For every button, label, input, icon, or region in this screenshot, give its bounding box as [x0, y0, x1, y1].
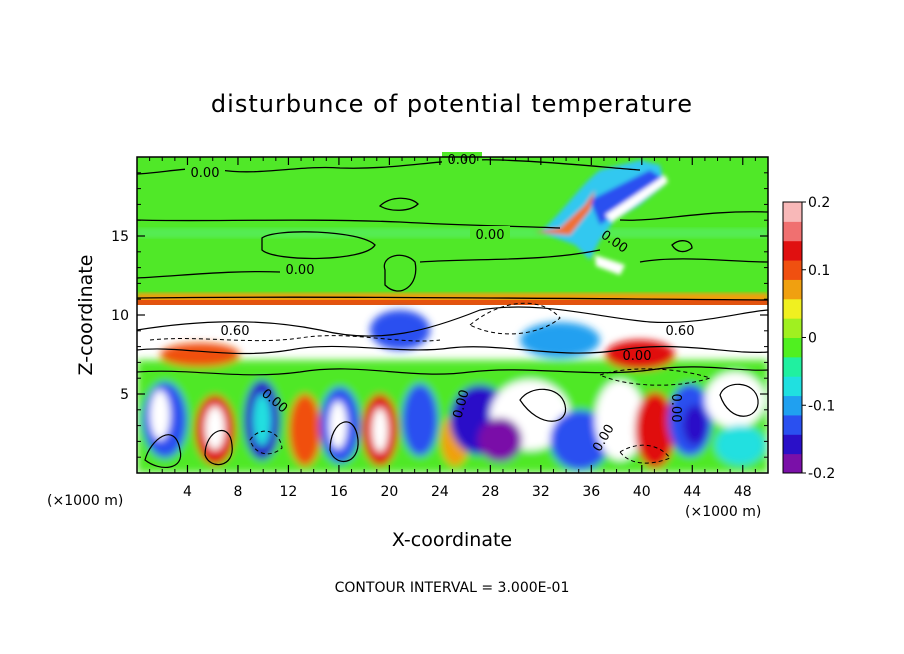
contour-label: 0.00	[451, 388, 473, 420]
x-tick-label: 12	[280, 484, 298, 500]
colorbar-swatch	[783, 434, 802, 455]
x-tick-label: 36	[582, 484, 600, 500]
colorbar-swatch	[783, 414, 802, 435]
colorbar-swatch	[783, 279, 802, 300]
contour-label: 0.60	[666, 324, 695, 339]
contour-label: 0.00	[448, 153, 477, 168]
y-tick-label: 15	[111, 229, 129, 245]
x-tick-label: 40	[633, 484, 651, 500]
colorbar	[782, 201, 803, 474]
contour-label: 0.00	[286, 263, 315, 278]
contour-label: 0.00	[191, 166, 220, 181]
contour-interval-note: CONTOUR INTERVAL = 3.000E-01	[335, 580, 570, 596]
colorbar-swatch	[783, 221, 802, 242]
colorbar-tick-label: 0.2	[808, 195, 830, 211]
lower-field	[137, 302, 768, 473]
colorbar-tick-label: 0	[808, 331, 817, 347]
x-tick-label: 28	[481, 484, 499, 500]
colorbar-tick-label: -0.1	[808, 398, 835, 414]
x-tick-label: 20	[380, 484, 398, 500]
contour-label: 0.60	[221, 324, 250, 339]
x-tick-label: 8	[233, 484, 242, 500]
colorbar-tick-label: 0.1	[808, 263, 830, 279]
colorbar-swatch	[783, 298, 802, 319]
x-tick-label: 4	[183, 484, 192, 500]
x-tick-label: 24	[431, 484, 449, 500]
colorbar-swatch	[783, 337, 802, 358]
x-tick-label: 44	[683, 484, 701, 500]
colorbar-swatch	[783, 356, 802, 377]
x-axis-label: X-coordinate	[392, 529, 512, 551]
contour-label: 0.00	[476, 228, 505, 243]
x-tick-label: 32	[532, 484, 550, 500]
y-axis: 5 10 15	[111, 172, 768, 458]
plot-area	[137, 157, 768, 473]
colorbar-swatch	[783, 395, 802, 416]
chart-title: disturbunce of potential temperature	[211, 90, 693, 118]
x-unit-right: (×1000 m)	[685, 504, 761, 520]
colorbar-swatch	[783, 453, 802, 474]
colorbar-swatch	[783, 202, 802, 222]
colorbar-swatch	[783, 376, 802, 397]
contour-label: 0.00	[668, 394, 683, 423]
y-tick-label: 10	[111, 308, 129, 324]
colorbar-tick-label: -0.2	[808, 466, 835, 482]
contour-labels: 0.00 0.00 0.00 0.00 0.00 0.60 0.60 0.00 …	[185, 152, 694, 455]
colorbar-swatch	[783, 260, 802, 280]
x-tick-label: 48	[734, 484, 752, 500]
contour-label: 0.00	[623, 349, 652, 364]
x-unit-left: (×1000 m)	[47, 493, 123, 509]
y-axis-label: Z-coordinate	[75, 255, 97, 376]
colorbar-labels: 0.2 0.1 0 -0.1 -0.2	[802, 195, 835, 482]
y-tick-label: 5	[120, 387, 129, 403]
x-tick-label: 16	[330, 484, 348, 500]
upper-plume	[535, 160, 668, 275]
colorbar-swatch	[783, 318, 802, 338]
colorbar-swatch	[783, 240, 802, 261]
x-axis: 4 8 12 16 20 24 28 32 36 40 44 48	[149, 157, 756, 500]
